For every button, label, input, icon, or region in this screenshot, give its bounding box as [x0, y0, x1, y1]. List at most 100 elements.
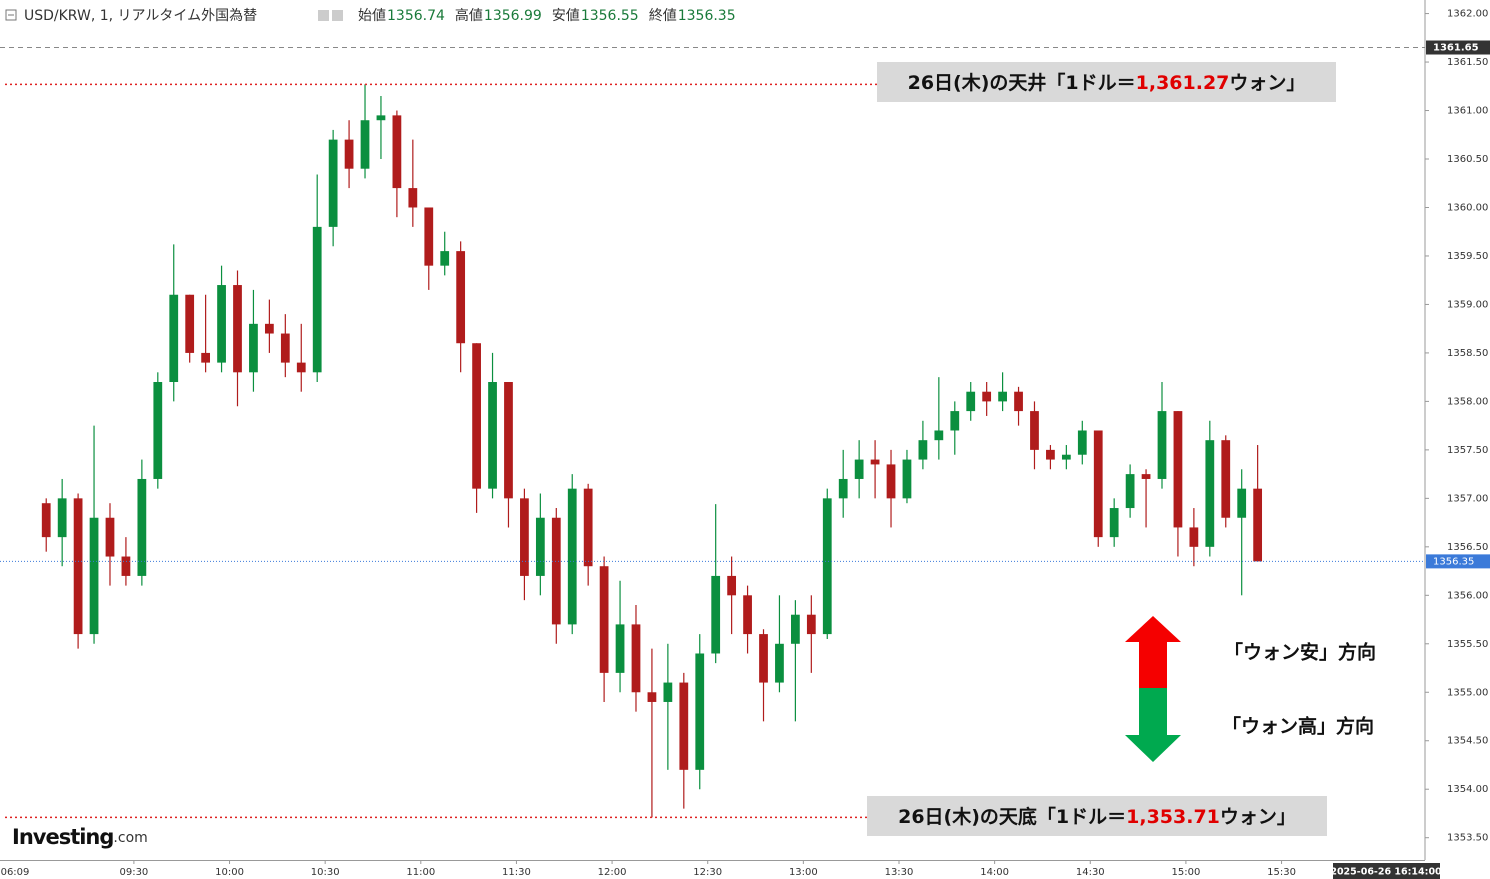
candle-body — [535, 517, 545, 576]
x-tick-label: 13:00 — [789, 867, 818, 878]
annotation-suffix: ウォン」 — [1220, 806, 1296, 828]
candle-body — [1237, 488, 1247, 518]
y-tick-label: 1356.50 — [1447, 542, 1488, 553]
logo: Investing.com — [12, 825, 148, 849]
ohlc-value: 1356.55 — [581, 8, 639, 24]
candle-body — [886, 464, 896, 499]
logo-suffix: .com — [113, 830, 147, 846]
candle-body — [488, 382, 497, 489]
candle-body — [392, 115, 402, 189]
candle-body — [328, 139, 338, 227]
annotation-box — [877, 62, 1336, 102]
annotation: 26日(木)の天井「1ドル＝1,361.27ウォン」 — [908, 71, 1306, 94]
x-tick-label: 15:30 — [1267, 867, 1296, 878]
ohlc-value: 1356.35 — [678, 8, 736, 24]
y-tick-label: 1354.50 — [1447, 736, 1488, 747]
candle-body — [233, 285, 242, 373]
y-tick-label: 1361.50 — [1447, 57, 1488, 68]
candle-body — [376, 115, 386, 121]
y-tick-label: 1359.50 — [1447, 251, 1488, 262]
chart-title: USD/KRW, 1, リアルタイム外国為替 — [24, 8, 257, 24]
candle-body — [982, 391, 992, 402]
candle-body — [615, 624, 625, 673]
candle-body — [169, 294, 179, 383]
candle-body — [472, 343, 481, 489]
candle-body — [280, 333, 290, 363]
candle-body — [520, 498, 529, 576]
candle-body — [1046, 449, 1055, 460]
candle-body — [1253, 488, 1263, 562]
y-tick-label: 1353.50 — [1447, 833, 1488, 844]
x-tick-label: 14:30 — [1076, 867, 1105, 878]
candle-body — [89, 517, 99, 635]
x-tick-label: 12:30 — [693, 867, 722, 878]
candle-body — [950, 411, 960, 431]
down-arrow — [1125, 688, 1181, 762]
candle-body — [185, 294, 195, 353]
candle-body — [296, 362, 306, 373]
candle-body — [1125, 474, 1135, 509]
annotation-value: 1,361.27 — [1136, 72, 1230, 94]
candle-body — [1157, 411, 1167, 479]
candle-body — [567, 488, 577, 625]
candle-body — [998, 391, 1007, 402]
collapse-icon[interactable] — [5, 9, 17, 21]
candle-body — [424, 207, 434, 266]
x-tick-label: 10:00 — [215, 867, 244, 878]
y-tick-label: 1355.50 — [1447, 639, 1488, 650]
candle-body — [504, 382, 513, 499]
candle-body — [711, 575, 721, 654]
candle-body — [631, 624, 641, 693]
settings-icon[interactable] — [332, 10, 343, 21]
candle-body — [456, 251, 466, 344]
candle-body — [153, 382, 163, 479]
last-price-label: 1356.35 — [1433, 556, 1474, 567]
candle-body — [854, 459, 864, 479]
candle-body — [679, 682, 689, 770]
candle-body — [695, 653, 705, 770]
annotation-prefix: 26日(木)の天底「1ドル＝ — [898, 805, 1126, 828]
candle-body — [838, 478, 848, 499]
crosshair-price-label: 1361.65 — [1433, 43, 1479, 54]
candle-body — [775, 643, 784, 683]
candle-body — [57, 498, 67, 538]
candle-body — [647, 692, 657, 702]
candle-body — [1093, 430, 1103, 538]
y-tick-label: 1361.00 — [1447, 106, 1488, 117]
candle-body — [966, 391, 976, 412]
y-tick-label: 1354.00 — [1447, 784, 1488, 795]
candle-body — [201, 352, 211, 363]
candle-body — [1221, 440, 1231, 518]
candle-body — [264, 323, 274, 334]
candle-body — [1109, 508, 1119, 538]
y-tick-label: 1358.00 — [1447, 396, 1488, 407]
logo-main: Investing — [12, 825, 113, 849]
candle-body — [249, 323, 258, 373]
ohlc-label: 始値 — [358, 8, 386, 24]
x-tick-label: 11:00 — [406, 867, 435, 878]
up-arrow — [1125, 616, 1181, 688]
crosshair-time-label: 2025-06-26 16:14:00 — [1330, 867, 1442, 878]
ohlc-value: 1356.99 — [484, 8, 542, 24]
x-tick-label: 11:30 — [502, 867, 531, 878]
candle-body — [1014, 391, 1023, 412]
x-tick-label: 09:30 — [119, 867, 148, 878]
y-tick-label: 1358.50 — [1447, 348, 1488, 359]
candle-body — [1141, 474, 1151, 479]
candle-body — [551, 517, 561, 625]
x-start-label: 06:09 — [1, 867, 30, 878]
settings-icon[interactable] — [318, 10, 329, 21]
ohlc-value: 1356.74 — [387, 8, 445, 24]
crosshair-time-box — [1333, 863, 1440, 879]
x-tick-label: 13:30 — [885, 867, 914, 878]
candle-body — [918, 440, 928, 460]
candle-body — [360, 120, 370, 169]
y-tick-label: 1356.00 — [1447, 590, 1488, 601]
candle-body — [934, 430, 944, 441]
direction-arrows — [41, 84, 1263, 818]
annotation-box — [867, 796, 1327, 836]
y-tick-label: 1355.00 — [1447, 687, 1488, 698]
candle-body — [440, 251, 450, 266]
